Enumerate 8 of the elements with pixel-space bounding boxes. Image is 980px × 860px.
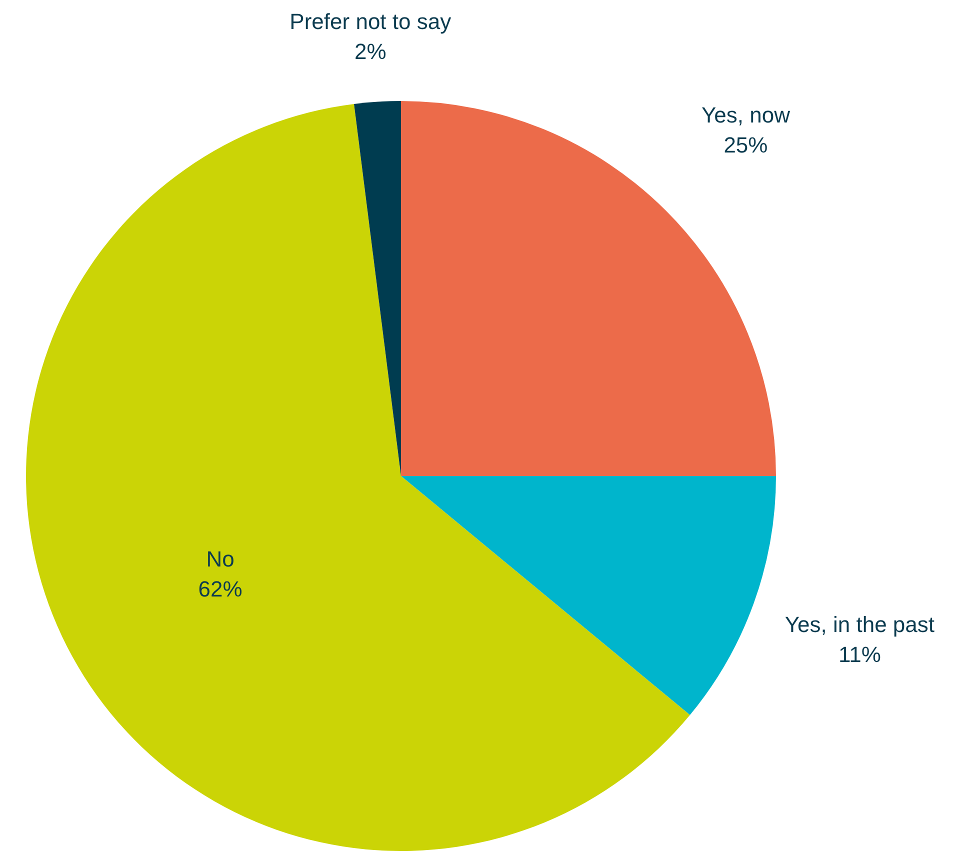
data-label: 62% — [198, 576, 242, 602]
slice-label: Prefer not to say — [290, 9, 452, 34]
data-label: 25% — [724, 132, 768, 158]
slice-label: Yes, in the past — [784, 612, 934, 638]
slice-label: No — [206, 546, 234, 572]
data-label: 11% — [838, 642, 881, 668]
slice-label: Yes, now — [701, 102, 790, 128]
data-label: 2% — [354, 39, 386, 64]
